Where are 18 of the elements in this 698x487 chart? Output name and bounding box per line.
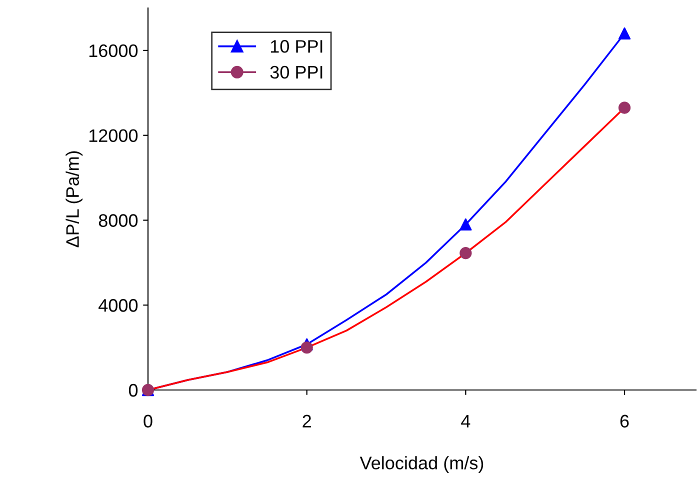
y-tick-label: 4000 (98, 299, 138, 312)
y-tick-label: 8000 (98, 214, 138, 227)
legend-label: 10 PPI (270, 40, 322, 53)
point (300, 341, 313, 354)
x-tick-label: 0 (144, 414, 152, 428)
point (618, 27, 631, 40)
y-tick-label: 0 (128, 384, 138, 397)
point (460, 218, 472, 231)
y-tick-label: 12000 (89, 129, 138, 142)
point (618, 102, 631, 114)
x-tick-label: 4 (461, 414, 470, 428)
point (460, 247, 472, 260)
x-tick-label: 6 (620, 414, 629, 428)
y-tick-label: 16000 (89, 44, 138, 58)
x-tick-label: 2 (302, 414, 311, 428)
legend-label: 30 PPI (270, 66, 322, 79)
y-axis-title: ΔP/L (Pa/m) (66, 151, 83, 248)
x-axis-title: Velocidad (m/s) (360, 456, 484, 473)
